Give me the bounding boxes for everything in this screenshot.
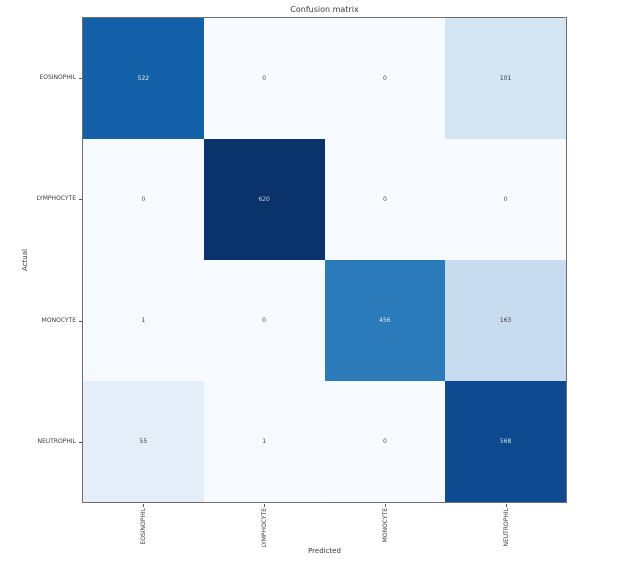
- y-tick-label: EOSINOPHIL: [39, 74, 76, 81]
- matrix-cell: 0: [324, 139, 446, 260]
- y-tick-label: LYMPHOCYTE: [36, 195, 76, 202]
- x-tick-mark: [506, 504, 507, 507]
- x-tick-label: EOSINOPHIL: [140, 508, 147, 545]
- matrix-cell: 55: [83, 381, 204, 502]
- matrix-cell: 1: [203, 381, 325, 502]
- matrix-cell: 0: [203, 260, 325, 381]
- chart-title: Confusion matrix: [290, 5, 359, 14]
- matrix-cell: 0: [203, 18, 325, 139]
- y-axis-label: Actual: [21, 249, 29, 271]
- matrix-cell: 456: [324, 260, 446, 381]
- x-tick-mark: [385, 504, 386, 507]
- y-tick-mark: [79, 199, 82, 200]
- x-tick-mark: [264, 504, 265, 507]
- matrix-cell: 522: [83, 18, 204, 139]
- matrix-cell: 620: [203, 139, 325, 260]
- matrix-cell: 0: [83, 139, 204, 260]
- y-tick-mark: [79, 78, 82, 79]
- x-tick-label: NEUTROPHIL: [503, 508, 510, 547]
- matrix-cell: 1: [83, 260, 204, 381]
- x-tick-label: MONOCYTE: [382, 508, 389, 543]
- y-tick-label: NEUTROPHIL: [37, 438, 76, 445]
- matrix-cell: 101: [445, 18, 566, 139]
- matrix-cell: 0: [324, 381, 446, 502]
- x-tick-mark: [143, 504, 144, 507]
- heatmap-plot-area: 522 0 0 101 0 620 0 0 1 0 456 163 55 1 0…: [82, 17, 567, 503]
- matrix-cell: 0: [445, 139, 566, 260]
- y-tick-mark: [79, 321, 82, 322]
- x-tick-label: LYMPHOCYTE: [261, 508, 268, 548]
- y-tick-label: MONOCYTE: [41, 317, 76, 324]
- matrix-cell: 0: [324, 18, 446, 139]
- x-axis-label: Predicted: [308, 547, 341, 555]
- matrix-cell: 163: [445, 260, 566, 381]
- y-tick-mark: [79, 442, 82, 443]
- matrix-cell: 568: [445, 381, 566, 502]
